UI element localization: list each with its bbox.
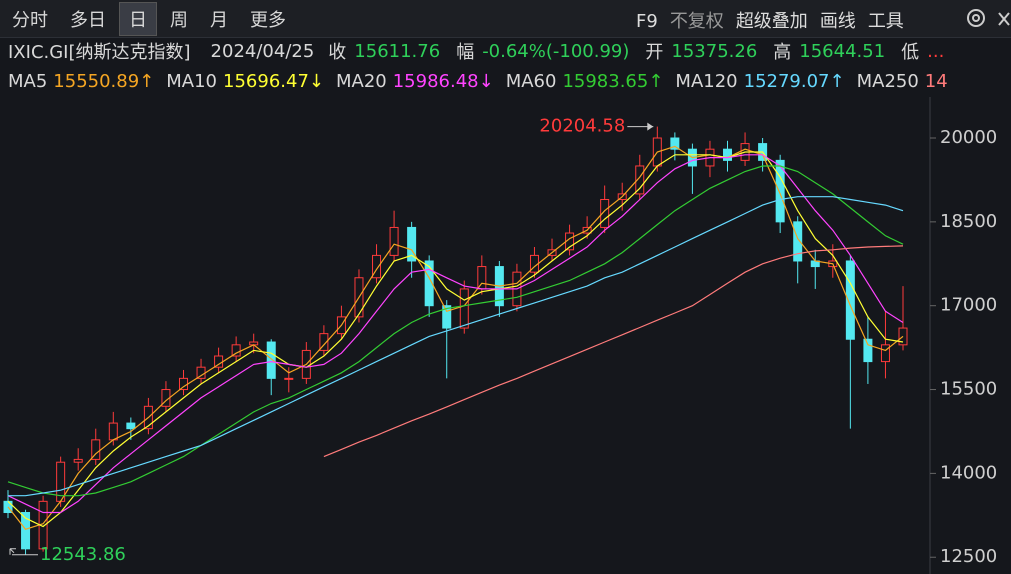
tab[interactable]: 分时 [12,9,48,31]
legend-name: MA250 [856,70,919,92]
y-tick-label: 18500 [940,211,997,232]
candle-body [319,333,329,351]
candle-body [178,377,188,391]
legend-name: MA120 [675,70,738,92]
candle-body [266,341,276,379]
chart: 12500 14000 15500 17000 18500 20000 20204.58 12… [3,97,997,574]
candle-body [91,439,101,460]
symbol: IXIC.GI[纳斯达克指数] [8,42,191,63]
y-tick-label: 12500 [940,546,997,567]
ma-line [7,154,904,514]
candle-body [372,254,382,279]
ma-legend: MA5 15550.89↑ MA10 15696.47↓ MA20 15986.48↓ MA… [0,65,1011,97]
tools: F9 不复权 超级叠加 画线 工具 [636,7,916,33]
legend-value: 15696.47↓ [223,70,324,92]
candle-body [670,137,680,150]
tab[interactable]: 更多 [250,9,286,31]
low-annotation: 12543.86 [40,544,126,565]
y-tick-label: 20000 [940,127,997,148]
field-label: 开 [645,42,664,63]
candle-body [723,148,733,161]
field-value: 15375.26 [671,40,758,62]
candle-body [793,221,803,262]
field-value: ... [927,40,945,62]
y-tick-label: 15500 [940,379,997,400]
field-label: 收 [328,42,347,63]
tab[interactable]: 周 [170,9,188,31]
candle-body [389,226,399,256]
field-label: 低 [901,42,920,63]
candle-body [600,198,610,228]
y-tick-label: 17000 [940,295,997,316]
y-tick-label: 14000 [940,462,997,483]
legend-value: 15279.07↑ [743,70,845,92]
legend-value: 15986.48↓ [392,70,494,92]
legend-name: MA5 [8,70,48,92]
field-value: -0.64%(-100.99) [482,40,630,62]
ma-line [7,151,904,528]
candle-body [424,260,434,307]
date: 2024/04/25 [210,40,315,62]
high-annotation: 20204.58 [539,116,625,137]
quote-header: IXIC.GI[纳斯达克指数] 2024/04/25 收 15611.76 幅 -0.… [0,37,1011,65]
tool-button[interactable]: 画线 [819,11,856,32]
candle-body [459,288,469,329]
ma-line [7,145,904,530]
tool-button[interactable]: 超级叠加 [735,11,808,32]
annotation-arrow [9,548,16,555]
tab[interactable]: 日 [119,1,157,36]
tabs: 分时 多日日周月更多 [0,1,299,36]
ma-line [7,165,904,497]
candle-body [21,512,31,550]
candle-body [126,422,136,430]
candle-body [845,260,855,340]
annotation-arrowhead [647,122,654,131]
field-value: 15611.76 [354,40,441,62]
candle-body [477,266,487,290]
tool-button[interactable]: F9 [636,11,658,32]
field-value: 15644.51 [799,40,886,62]
candle-body [775,159,785,223]
field-label: 高 [773,42,792,63]
legend-name: MA60 [505,70,557,92]
tool-button[interactable]: 工具 [867,11,904,32]
ma-line [323,245,904,458]
ma-line [8,196,904,497]
legend-value: 14 [924,70,948,92]
candle-body [863,338,873,363]
candle-body [407,226,417,262]
candle-body [284,377,294,380]
candle-body [880,344,890,363]
legend-name: MA20 [335,70,387,92]
settings-icon[interactable] [964,6,988,30]
toolbar: 分时 多日日周月更多 F9 不复权 超级叠加 画线 工具 [0,0,1011,38]
legend-value: 15983.65↑ [562,70,664,92]
tab[interactable]: 月 [210,9,228,31]
tab[interactable]: 多日 [70,9,106,31]
tool-button[interactable]: 不复权 [669,11,724,32]
candle-body [442,305,452,329]
close-icon[interactable] [997,11,1011,27]
candle-body [635,165,645,195]
candle-body [73,458,83,463]
candle-body [231,344,241,357]
legend-value: 15550.89↑ [53,70,155,92]
candle-body [108,422,118,441]
legend-name: MA10 [166,70,218,92]
field-label: 幅 [456,42,475,63]
